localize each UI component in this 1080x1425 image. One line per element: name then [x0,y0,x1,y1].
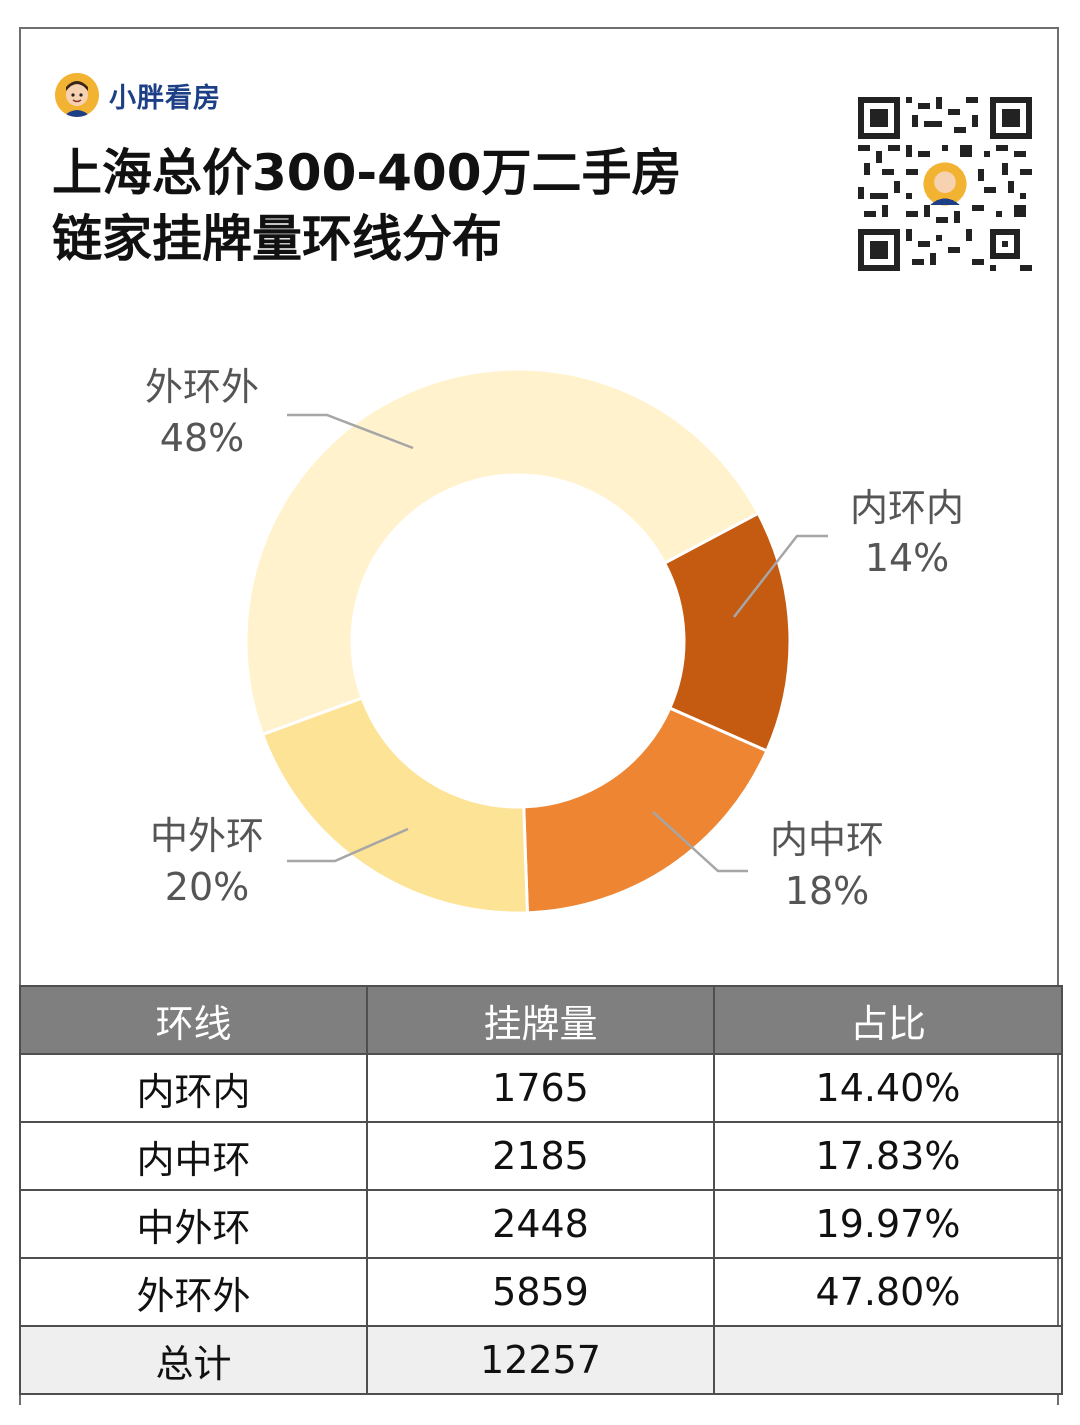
brand: 小胖看房 [55,72,221,118]
table-cell [713,1325,1063,1395]
table-cell: 12257 [366,1325,715,1395]
slice-label-name: 中外环 [150,814,264,858]
table-row: 内中环 2185 17.83% [19,1121,1063,1191]
leader-line-1 [733,534,828,618]
header-cell: 环线 [19,985,368,1055]
table-cell: 外环外 [19,1257,368,1327]
avatar [55,73,99,117]
slice-label-name: 内环内 [850,486,964,530]
leader-line-2 [652,811,748,873]
table-row: 外环外 5859 47.80% [19,1257,1063,1327]
slice-label-pct: 48% [160,416,244,460]
slice-label-name: 内中环 [770,818,884,862]
slice-label-pct: 14% [865,536,949,580]
table-cell: 14.40% [713,1053,1063,1123]
slice-label-pct: 20% [165,865,249,909]
leader-lines [287,413,828,873]
title-line-1: 上海总价300-400万二手房 [52,144,682,202]
table-cell: 内环内 [19,1053,368,1123]
donut-slice [260,696,529,915]
table-cell: 2185 [366,1121,715,1191]
qr-code-icon[interactable] [858,97,1032,271]
table-cell: 1765 [366,1053,715,1123]
donut-chart: 内环内 14% 内中环 18% 中外环 20% 外环外 48% [145,365,964,915]
table-cell: 总计 [19,1325,368,1395]
header-cell: 占比 [713,985,1063,1055]
donut-slice [522,706,769,915]
table-row: 内环内 1765 14.40% [19,1053,1063,1123]
table-cell: 中外环 [19,1189,368,1259]
table-header-row: 环线 挂牌量 占比 [19,985,1063,1055]
table-cell: 19.97% [713,1189,1063,1259]
leader-line-3 [287,827,409,863]
page-title: 上海总价300-400万二手房 链家挂牌量环线分布 [52,140,682,272]
slice-label-name: 外环外 [145,365,259,409]
slice-labels: 内环内 14% 内中环 18% 中外环 20% 外环外 48% [145,365,964,913]
header-cell: 挂牌量 [366,985,715,1055]
table-cell: 2448 [366,1189,715,1259]
table-cell: 5859 [366,1257,715,1327]
table-total-row: 总计 12257 [19,1325,1063,1395]
brand-name: 小胖看房 [109,82,221,114]
data-table: 环线 挂牌量 占比 内环内 1765 14.40% 内中环 2185 17.83… [19,985,1063,1395]
table-cell: 17.83% [713,1121,1063,1191]
slice-label-pct: 18% [785,869,869,913]
table-cell: 内中环 [19,1121,368,1191]
leader-line-4 [287,413,414,450]
table-cell: 47.80% [713,1257,1063,1327]
table-row: 中外环 2448 19.97% [19,1189,1063,1259]
donut-slice [244,367,761,737]
title-line-2: 链家挂牌量环线分布 [52,210,502,268]
